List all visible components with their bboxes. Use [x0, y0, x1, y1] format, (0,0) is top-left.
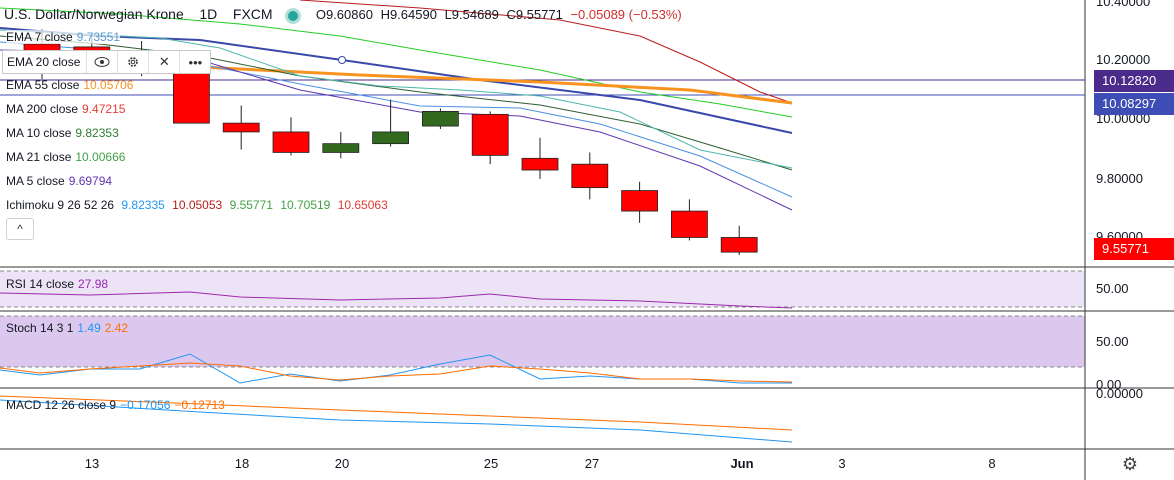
collapse-legend-button[interactable]: ^	[6, 218, 34, 240]
macd-line	[0, 399, 793, 443]
ichimoku-base-value: 10.05053	[172, 198, 223, 212]
stoch-label: Stoch 14 3 1	[6, 321, 74, 335]
ichimoku-conversion-value: 9.82335	[121, 198, 165, 212]
legend-ema55-value: 10.05706	[83, 78, 134, 92]
stoch-tick: 0.00	[1096, 377, 1122, 392]
stoch-legend[interactable]: Stoch 14 3 1 1.49 2.42	[6, 321, 128, 335]
rsi-legend[interactable]: RSI 14 close 27.98	[6, 277, 108, 291]
eye-icon[interactable]	[86, 51, 117, 73]
date-label: 8	[988, 456, 996, 471]
ma-10-line	[0, 35, 793, 171]
legend-ma21-value: 10.00666	[75, 150, 126, 164]
market-status-icon	[288, 10, 299, 21]
gear-icon[interactable]: ⚙	[1121, 454, 1138, 474]
price-tick: 9.80000	[1096, 171, 1143, 186]
rsi-tick: 50.00	[1096, 281, 1129, 296]
price-tick: 10.40000	[1096, 0, 1151, 9]
macd-tick: 0.00000	[1096, 386, 1143, 401]
low-value: L9.54689	[444, 7, 499, 22]
ema-20-anchor[interactable]	[338, 56, 346, 64]
price-tag-10-12820: 10.12820	[1094, 70, 1174, 92]
legend-ma5-name: MA 5 close	[6, 174, 65, 188]
macd-signal-value: −0.12713	[174, 398, 225, 412]
stoch-d-line	[0, 362, 793, 383]
interval[interactable]: 1D	[199, 6, 218, 22]
symbol-name[interactable]: U.S. Dollar/Norwegian Krone	[4, 6, 184, 22]
macd-label: MACD 12 26 close 9	[6, 398, 117, 412]
legend-ema55-name: EMA 55 close	[6, 78, 80, 92]
ma-green-line	[0, 7, 793, 118]
macd-signal-line	[0, 395, 793, 431]
date-label: 25	[483, 456, 499, 471]
rsi-line	[0, 291, 793, 309]
legend-ma21[interactable]: MA 21 close 10.00666	[6, 150, 125, 164]
candle-down[interactable]	[272, 131, 310, 153]
candle-up[interactable]	[372, 131, 410, 145]
candle-up[interactable]	[322, 143, 360, 153]
candle-down[interactable]	[671, 210, 708, 238]
price-tag-last: 9.55771	[1094, 238, 1174, 260]
legend-ma200-name: MA 200 close	[6, 102, 79, 116]
chart-header: U.S. Dollar/Norwegian Krone 1D FXCM O9.6…	[4, 6, 682, 22]
price-tag-10-08297: 10.08297	[1094, 93, 1174, 115]
stoch-band	[0, 316, 1085, 367]
candle-down[interactable]	[222, 122, 260, 133]
legend-ema7[interactable]: EMA 7 close 9.73551	[6, 30, 121, 44]
legend-ma21-name: MA 21 close	[6, 150, 72, 164]
rsi-band	[0, 271, 1085, 307]
gear-icon[interactable]	[117, 51, 148, 73]
ichimoku-lead-b-value: 10.65063	[337, 198, 388, 212]
rsi-label: RSI 14 close	[6, 277, 75, 291]
candle-down[interactable]	[621, 190, 658, 212]
ema20-toolbar[interactable]: EMA 20 close ✕ •••	[2, 50, 212, 74]
ema-55-line	[179, 64, 793, 105]
data-source: FXCM	[232, 6, 273, 22]
high-value: H9.64590	[380, 7, 437, 22]
ichimoku-teal-line	[0, 29, 793, 169]
ichimoku-lead-a-value: 10.70519	[280, 198, 331, 212]
legend-ma200[interactable]: MA 200 close 9.47215	[6, 102, 125, 116]
macd-value: −0.17056	[120, 398, 171, 412]
rsi-value: 27.98	[78, 277, 109, 291]
date-label: 18	[234, 456, 250, 471]
ichimoku-lagging-value: 9.55771	[229, 198, 273, 212]
stoch-k-value: 1.49	[77, 321, 101, 335]
close-icon[interactable]: ✕	[148, 51, 179, 73]
ichimoku-lagging-line	[299, 0, 793, 104]
date-label: 3	[838, 456, 846, 471]
stoch-d-value: 2.42	[104, 321, 129, 335]
more-icon[interactable]: •••	[179, 51, 210, 73]
date-label: Jun	[730, 456, 754, 471]
legend-ichimoku-name: Ichimoku 9 26 52 26	[6, 198, 115, 212]
change-value: −0.05089 (−0.53%)	[570, 7, 682, 22]
legend-ma10[interactable]: MA 10 close 9.82353	[6, 126, 119, 140]
legend-ema7-value: 9.73551	[76, 30, 121, 44]
date-label: 20	[334, 456, 350, 471]
legend-ema55[interactable]: EMA 55 close 10.05706	[6, 78, 133, 92]
open-value: O9.60860	[315, 7, 373, 22]
legend-ma10-value: 9.82353	[75, 126, 119, 140]
legend-ma10-name: MA 10 close	[6, 126, 72, 140]
date-label: 27	[584, 456, 600, 471]
candle-down[interactable]	[521, 157, 559, 171]
legend-ma5-value: 9.69794	[68, 174, 113, 188]
legend-ichimoku[interactable]: Ichimoku 9 26 52 26 9.82335 10.05053 9.5…	[6, 198, 388, 212]
candle-down[interactable]	[720, 237, 758, 253]
candle-down[interactable]	[571, 163, 609, 189]
date-label: 13	[84, 456, 100, 471]
legend-ema20-name: EMA 20 close	[7, 55, 81, 69]
stoch-tick: 50.00	[1096, 334, 1129, 349]
chevron-up-icon: ^	[17, 222, 23, 236]
candle-down[interactable]	[471, 113, 509, 156]
close-value: C9.55771	[506, 7, 563, 22]
legend-ema7-name: EMA 7 close	[6, 30, 73, 44]
price-tick: 10.20000	[1096, 52, 1151, 67]
macd-legend[interactable]: MACD 12 26 close 9 −0.17056 −0.12713	[6, 398, 225, 412]
legend-ma5[interactable]: MA 5 close 9.69794	[6, 174, 112, 188]
legend-ma200-value: 9.47215	[82, 102, 126, 116]
candle-up[interactable]	[421, 111, 459, 127]
